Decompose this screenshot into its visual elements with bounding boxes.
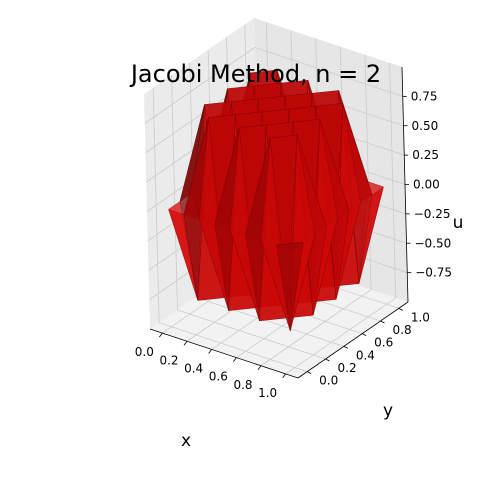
x-tick-label: 0.8 bbox=[233, 378, 252, 392]
z-tick-label: 0.50 bbox=[412, 119, 439, 133]
x-tick-mark bbox=[208, 349, 212, 354]
y-tick-label: 0.8 bbox=[393, 323, 412, 337]
x-tick-label: 0.0 bbox=[135, 345, 154, 359]
y-tick-mark bbox=[306, 371, 312, 375]
x-tick-labels: 0.0 0.2 0.4 0.6 0.8 1.0 bbox=[135, 332, 286, 400]
surface-facet bbox=[276, 241, 304, 332]
x-tick-label: 0.6 bbox=[209, 370, 228, 384]
grid-line-x bbox=[285, 297, 396, 375]
y-tick-mark bbox=[325, 358, 330, 362]
x-tick-mark bbox=[183, 341, 188, 346]
z-tick-label: 0.75 bbox=[411, 89, 438, 103]
x-tick-mark bbox=[159, 332, 163, 338]
x-tick-label: 0.2 bbox=[159, 353, 178, 367]
x-tick-label: 1.0 bbox=[258, 386, 277, 400]
grid-line-z bbox=[254, 46, 403, 97]
grid-line-z bbox=[144, 47, 255, 124]
x-tick-label: 0.4 bbox=[184, 361, 203, 375]
x-axis-label: x bbox=[181, 431, 191, 451]
y-tick-mark bbox=[343, 345, 349, 349]
x-tick-mark bbox=[282, 373, 286, 379]
y-tick-labels: 0.00.20.40.60.81.0 bbox=[306, 307, 430, 388]
z-tick-labels: −0.75 −0.50 −0.25 0.00 0.25 0.50 0.75 bbox=[402, 89, 452, 280]
z-tick-label: −0.50 bbox=[415, 236, 452, 250]
z-tick-label: 0.00 bbox=[413, 178, 440, 192]
y-tick-label: 0.2 bbox=[338, 361, 357, 375]
x-tick-mark bbox=[257, 365, 262, 370]
grid-line-y bbox=[159, 322, 308, 373]
y-axis-label: y bbox=[383, 401, 393, 421]
y-tick-label: 1.0 bbox=[411, 310, 430, 324]
z-tick-label: 0.25 bbox=[412, 148, 439, 162]
x-axis-line bbox=[149, 328, 299, 379]
chart-title: Jacobi Method, n = 2 bbox=[129, 60, 381, 88]
y-axis-line bbox=[297, 301, 409, 379]
y-tick-label: 0.4 bbox=[356, 348, 375, 362]
x-tick-mark bbox=[233, 357, 237, 362]
grid-line-x bbox=[260, 289, 372, 367]
z-axis-label: u bbox=[453, 213, 464, 233]
surface-facet bbox=[179, 104, 205, 202]
y-tick-label: 0.6 bbox=[374, 336, 393, 350]
grid-line-y bbox=[195, 296, 344, 347]
y-tick-mark bbox=[380, 320, 385, 324]
surface-facet bbox=[168, 200, 198, 301]
y-tick-mark bbox=[398, 307, 404, 311]
grid-line-y bbox=[177, 309, 326, 360]
surface-mesh bbox=[168, 69, 384, 332]
z-tick-label: −0.25 bbox=[414, 207, 451, 221]
y-tick-label: 0.0 bbox=[319, 374, 338, 388]
y-tick-mark bbox=[361, 333, 367, 337]
z-tick-label: −0.75 bbox=[415, 266, 452, 280]
